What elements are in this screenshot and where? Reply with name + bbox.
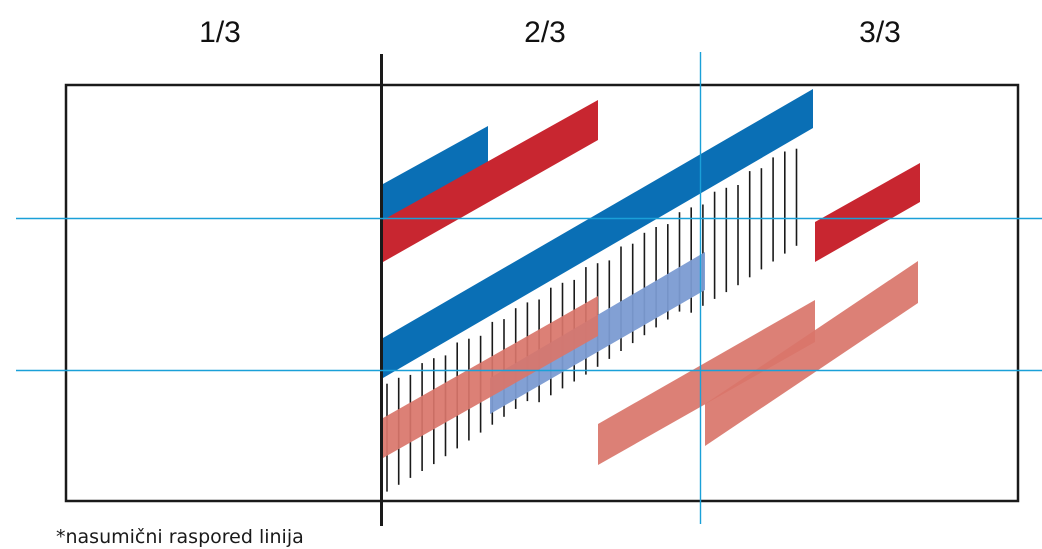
red-stripe-upper xyxy=(383,100,598,262)
blue-stripe-short xyxy=(383,126,488,226)
salmon-stripe-right xyxy=(705,261,918,446)
frame-rectangle xyxy=(64,83,1020,503)
stripe-shapes xyxy=(383,89,920,465)
salmon-stripe-left xyxy=(383,296,598,458)
blue-stripe-long xyxy=(383,89,813,378)
red-stripe-right xyxy=(815,163,920,262)
salmon-stripe-middle xyxy=(598,300,815,465)
column-label-second-third: 2/3 xyxy=(524,16,566,49)
footnote-random-lines: *nasumični raspored linija xyxy=(56,526,304,548)
column-label-first-third: 1/3 xyxy=(199,16,241,49)
column-label-third-third: 3/3 xyxy=(859,16,901,49)
